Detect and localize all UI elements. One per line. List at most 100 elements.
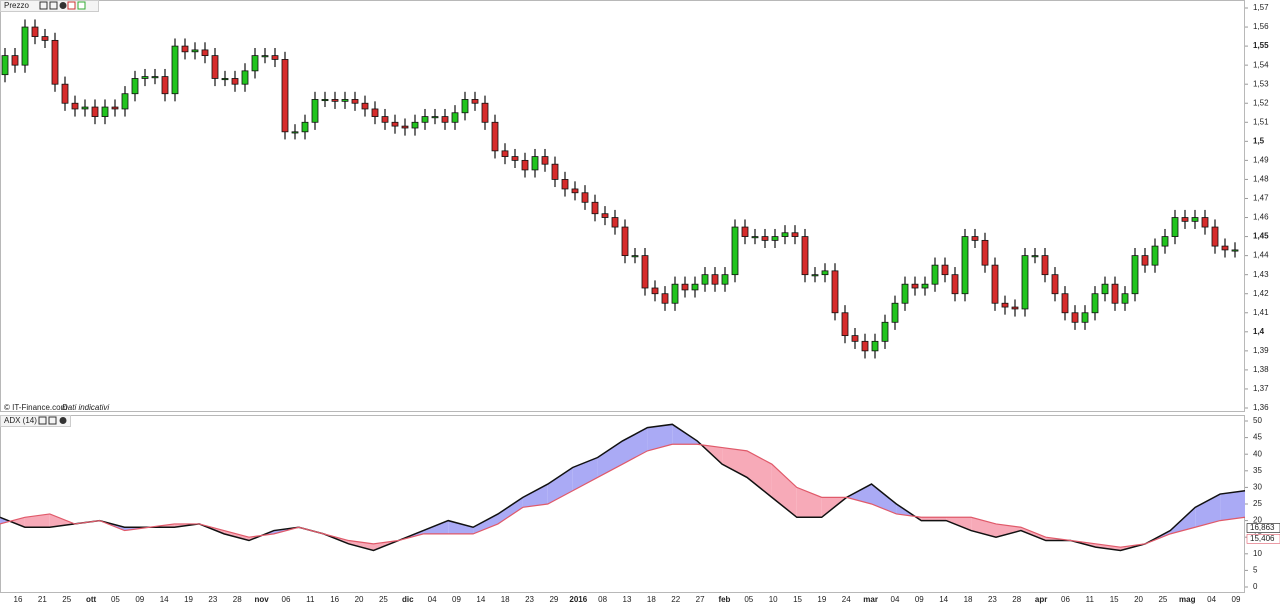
- di-fill: [448, 520, 474, 534]
- di-fill: [1220, 490, 1245, 521]
- close-icon[interactable]: [59, 2, 67, 9]
- di-fill: [747, 450, 772, 498]
- y-tick-label: 1,5: [1253, 136, 1265, 145]
- di-fill: [423, 520, 449, 534]
- x-tick-label: 25: [1158, 595, 1167, 604]
- candle-body: [1071, 312, 1079, 323]
- di-fill: [572, 457, 598, 491]
- candle-body: [391, 121, 399, 127]
- candle-body: [941, 264, 949, 276]
- y-tick-label: 1,55: [1253, 41, 1269, 50]
- candle-body: [101, 106, 109, 117]
- window-icon[interactable]: [48, 416, 57, 425]
- y-tick-label: 1,36: [1253, 403, 1269, 412]
- candle-body: [171, 45, 179, 95]
- di-fill: [9, 517, 25, 528]
- candle-body: [131, 78, 139, 95]
- x-tick-label: 19: [817, 595, 826, 604]
- candle-body: [1161, 236, 1169, 247]
- y-tick-label: 35: [1253, 466, 1262, 475]
- close-icon[interactable]: [59, 417, 67, 424]
- window-icon[interactable]: [49, 1, 58, 10]
- candle-body: [211, 55, 219, 79]
- add-icon[interactable]: [67, 1, 76, 10]
- last-value-label: 16,863: [1250, 523, 1275, 532]
- candle-body: [371, 108, 379, 117]
- candle-body: [1151, 245, 1159, 266]
- candle-body: [851, 335, 859, 342]
- y-tick-label: 1,57: [1253, 3, 1269, 12]
- y-tick-label: 0: [1253, 582, 1258, 591]
- y-tick-label: 1,37: [1253, 384, 1269, 393]
- candle-body: [871, 340, 879, 352]
- x-tick-label: 18: [647, 595, 656, 604]
- candle-body: [141, 76, 149, 79]
- x-tick-label: 14: [476, 595, 485, 604]
- x-tick-label: 06: [1061, 595, 1070, 604]
- y-tick-label: 50: [1253, 416, 1262, 425]
- candle-body: [461, 99, 469, 114]
- candle-body: [1141, 255, 1149, 266]
- x-tick-label: 23: [208, 595, 217, 604]
- candle-body: [1081, 312, 1089, 323]
- candle-body: [1021, 255, 1029, 310]
- add-icon[interactable]: [77, 1, 86, 10]
- candle-body: [681, 283, 689, 291]
- y-tick-label: 30: [1253, 483, 1262, 492]
- candle-body: [501, 150, 509, 157]
- x-tick-label: 06: [282, 595, 291, 604]
- candle-body: [961, 236, 969, 295]
- di-fill: [622, 427, 648, 465]
- x-tick-label: 04: [1207, 595, 1216, 604]
- x-tick-label: mag: [1179, 595, 1196, 604]
- candle-body: [651, 287, 659, 295]
- settings-icon[interactable]: [39, 1, 48, 10]
- candle-body: [251, 55, 259, 72]
- x-tick-label: 2016: [569, 595, 587, 604]
- x-tick-label: 24: [842, 595, 851, 604]
- y-tick-label: 1,52: [1253, 98, 1269, 107]
- candle-body: [701, 274, 709, 285]
- x-tick-label: 09: [452, 595, 461, 604]
- di-fill: [498, 497, 523, 524]
- di-fill: [821, 497, 847, 518]
- y-tick-label: 20: [1253, 516, 1262, 525]
- settings-icon[interactable]: [38, 416, 47, 425]
- candle-body: [631, 255, 639, 258]
- candle-body: [741, 226, 749, 237]
- y-tick-label: 1,45: [1253, 232, 1269, 241]
- x-tick-label: 23: [988, 595, 997, 604]
- price-icons[interactable]: [39, 1, 86, 10]
- adx-icons[interactable]: [38, 416, 67, 425]
- x-tick-label: 16: [14, 595, 23, 604]
- y-tick-label: 1,54: [1253, 60, 1269, 69]
- candle-body: [121, 93, 129, 110]
- di-fill: [871, 484, 897, 514]
- y-tick-label: 1,53: [1253, 79, 1269, 88]
- y-tick-label: 1,49: [1253, 155, 1269, 164]
- candle-body: [891, 302, 899, 323]
- candle-body: [581, 192, 589, 203]
- candle-body: [801, 236, 809, 276]
- candle-body: [791, 232, 799, 237]
- candle-body: [1131, 255, 1139, 295]
- candle-body: [1221, 245, 1229, 251]
- x-tick-label: 28: [233, 595, 242, 604]
- x-tick-label: nov: [254, 595, 269, 604]
- di-fill: [547, 467, 573, 504]
- y-tick-label: 1,43: [1253, 270, 1269, 279]
- x-tick-label: 04: [891, 595, 900, 604]
- candle-body: [421, 116, 429, 123]
- y-tick-label: 1,4: [1253, 327, 1265, 336]
- candle-body: [981, 239, 989, 266]
- x-tick-label: 13: [623, 595, 632, 604]
- candle-body: [191, 49, 199, 53]
- adx-line: [0, 443, 1246, 548]
- x-tick-label: 08: [598, 595, 607, 604]
- candle-body: [1191, 217, 1199, 222]
- x-tick-label: 16: [330, 595, 339, 604]
- candle-body: [431, 116, 439, 119]
- candle-body: [1201, 217, 1209, 228]
- x-tick-label: 25: [379, 595, 388, 604]
